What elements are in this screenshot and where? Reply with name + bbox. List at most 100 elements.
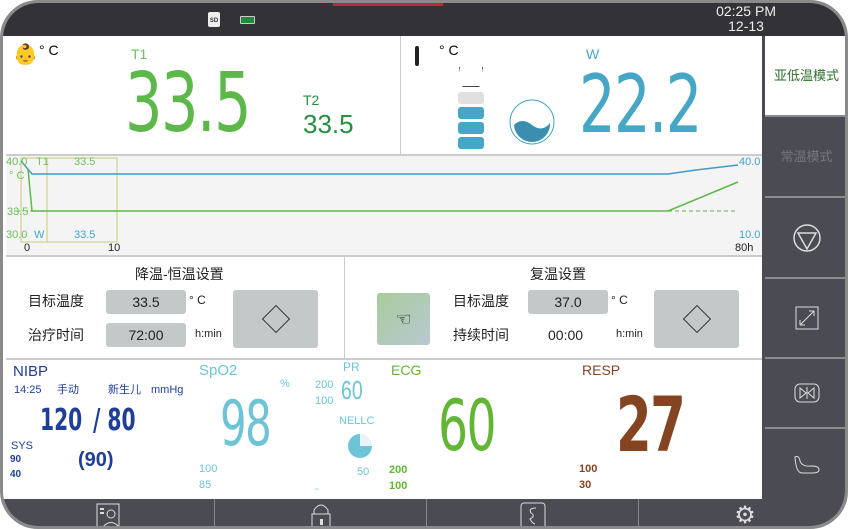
cool-start-button[interactable] <box>233 290 318 348</box>
nibp-time: 14:25 <box>14 384 42 396</box>
rewarm-start-button[interactable] <box>654 290 739 348</box>
spo2-alarm-low: 85 <box>199 479 212 491</box>
nibp-mean: (90) <box>78 449 114 471</box>
settings-button[interactable]: ⚙ <box>639 499 845 526</box>
clock: 02:25 PM 12-13 <box>716 4 776 34</box>
nibp-sys: 120 <box>40 403 83 438</box>
x-tick: 0 <box>24 242 31 254</box>
normal-temp-mode-button[interactable]: 常温模式 <box>765 117 845 198</box>
t2-label: T2 <box>303 92 320 108</box>
t1-value: 33.5 <box>125 56 252 151</box>
left-axis-min: 30.0 <box>6 229 28 241</box>
ecg-value: 60 <box>438 385 497 467</box>
rewarm-title: 复温设置 <box>530 266 586 282</box>
rewarm-time-value: 00:00 <box>548 327 584 343</box>
ecg-alarm-high: 200 <box>389 464 408 476</box>
bottom-toolbar: ⚙ <box>3 499 845 526</box>
hand-icon: ☜ <box>395 308 412 329</box>
bed-icon <box>793 456 820 474</box>
nibp-mode: 手动 <box>57 384 79 396</box>
cool-target-input[interactable]: 33.5 <box>106 290 186 314</box>
status-bar: SD 02:25 PM 12-13 <box>3 3 845 36</box>
water-level-bar <box>458 107 484 119</box>
pr-alarm-high: 200 <box>315 379 334 391</box>
label: 亚低温模式 <box>773 67 839 83</box>
trend-svg <box>14 157 739 243</box>
date: 12-13 <box>728 18 764 34</box>
w-value: 22.2 <box>579 58 702 151</box>
spo2-value: 98 <box>220 387 272 460</box>
spo2-alarm-high: 100 <box>199 463 218 475</box>
w-cursor-value: 33.5 <box>74 229 96 241</box>
resp-alarm-high: 100 <box>579 463 598 475</box>
ecg-alarm-low: 100 <box>389 480 408 492</box>
spo2-unit: % <box>280 378 290 390</box>
pr-dash: - <box>315 483 319 495</box>
waveform-button[interactable] <box>427 499 639 526</box>
nibp-alarm-low: 40 <box>10 469 22 480</box>
water-level-bar <box>458 137 484 149</box>
left-axis-mid: 33.5 <box>7 206 29 218</box>
cool-time-input[interactable]: 72:00 <box>106 323 186 347</box>
cool-time-label: 治疗时间 <box>28 327 84 343</box>
right-axis-min: 10.0 <box>739 229 761 241</box>
lock-button[interactable] <box>215 499 427 526</box>
unit: ° C <box>611 293 628 307</box>
nibp-title: NIBP <box>13 363 49 380</box>
left-axis-unit: ° C <box>9 170 25 182</box>
left-axis-max: 40.0 <box>6 156 28 168</box>
stop-button[interactable] <box>765 198 845 279</box>
sd-card-icon: SD <box>208 12 220 27</box>
unit: h:min <box>195 328 222 340</box>
hand-manual-button[interactable]: ☜ <box>377 293 430 345</box>
nibp-sys-label: SYS <box>11 440 34 452</box>
unit: h:min <box>616 328 643 340</box>
nibp-patient: 新生儿 <box>108 384 141 396</box>
patient-info-button[interactable] <box>3 499 215 526</box>
alarm-line <box>333 3 443 6</box>
t1-cursor-value: 33.5 <box>74 156 96 168</box>
t1-legend: T1 <box>36 156 49 168</box>
time: 02:25 PM <box>716 3 776 19</box>
resp-alarm-low: 30 <box>579 479 592 491</box>
mute-button[interactable] <box>765 359 845 429</box>
pr-title: PR <box>343 360 360 374</box>
temp-trend-chart: 40.0 ° C 33.5 30.0 T1 33.5 W 33.5 40.0 1… <box>6 156 762 255</box>
perfusion-pie-icon <box>348 434 372 458</box>
water-thermometer-icon <box>415 46 419 66</box>
battery-icon <box>240 16 255 24</box>
w-curve <box>20 160 739 175</box>
x-tick: 80h <box>735 242 754 254</box>
divider <box>400 36 401 155</box>
waveform-icon <box>520 502 545 526</box>
hypothermia-mode-button[interactable]: 亚低温模式 <box>765 36 845 117</box>
w-label: W <box>586 46 600 62</box>
x-tick: 10 <box>108 242 121 254</box>
divider <box>6 358 762 360</box>
nibp-unit: mmHg <box>151 384 184 396</box>
divider <box>6 255 762 257</box>
expand-button[interactable] <box>765 279 845 359</box>
perfusion-value: 50 <box>357 466 370 478</box>
stop-triangle-icon <box>792 223 821 252</box>
mode-sidebar: 亚低温模式 常温模式 <box>762 36 845 499</box>
bed-button[interactable] <box>765 429 845 499</box>
right-axis-max: 40.0 <box>739 156 761 168</box>
pr-value: 60 <box>341 375 363 405</box>
cool-target-label: 目标温度 <box>28 293 84 309</box>
water-temp-unit: ° C <box>439 42 459 58</box>
rewarm-target-input[interactable]: 37.0 <box>528 290 608 314</box>
rewarm-target-label: 目标温度 <box>453 293 509 309</box>
water-level-empty <box>458 92 484 104</box>
label: 常温模式 <box>780 148 833 164</box>
unit: ° C <box>189 293 206 307</box>
t1-label: T1 <box>131 46 148 62</box>
start-diamond-icon <box>682 304 711 334</box>
t2-value: 33.5 <box>303 109 354 139</box>
divider <box>344 255 345 358</box>
cool-title: 降温-恒温设置 <box>135 266 224 282</box>
patient-card-icon <box>96 503 119 526</box>
water-level-bar <box>458 122 484 134</box>
t1-curve <box>27 168 739 212</box>
